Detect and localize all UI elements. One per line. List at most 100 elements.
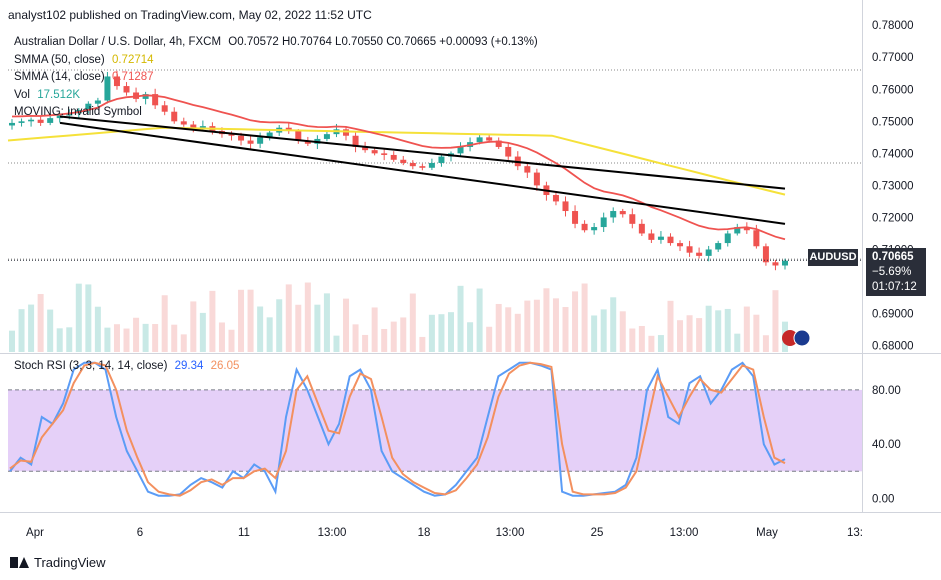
volume-bar [772, 290, 778, 352]
volume-bar [391, 322, 397, 352]
stoch-legend: Stoch RSI (3, 3, 14, 14, close) 29.34 26… [14, 360, 239, 372]
candle-body [19, 121, 25, 123]
candle-body [477, 137, 483, 142]
volume-bar [343, 299, 349, 352]
volume-bar [763, 335, 769, 352]
candle-body [400, 160, 406, 163]
candle-body [620, 211, 626, 214]
volume-bar [209, 291, 215, 352]
candle-body [505, 147, 511, 157]
volume-bar [696, 318, 702, 352]
candle-body [410, 163, 416, 166]
volume-bar [486, 327, 492, 352]
volume-bar [76, 284, 82, 352]
volume-bar [305, 283, 311, 352]
volume-bar [467, 322, 473, 352]
smma50-line [8, 128, 785, 195]
candle-body [524, 166, 530, 172]
price-tick-label: 0.75000 [872, 116, 914, 128]
price-tick-label: 0.76000 [872, 84, 914, 96]
volume-bar [133, 318, 139, 352]
candle-body [706, 249, 712, 255]
volume-bar [324, 293, 330, 352]
volume-bar [362, 335, 368, 352]
legend-smma50-label: SMMA (50, close) [14, 54, 105, 66]
volume-bar [610, 297, 616, 352]
candle-body [343, 129, 349, 135]
candle-body [563, 201, 569, 211]
volume-bar [629, 329, 635, 352]
time-tick-label: 25 [591, 527, 604, 539]
legend-smma14-value: 0.71287 [112, 71, 154, 83]
candle-body [763, 246, 769, 262]
time-tick-label: 13:00 [670, 527, 699, 539]
tradingview-logo-icon [10, 557, 28, 568]
candle-body [324, 134, 330, 139]
volume-bar [706, 306, 712, 352]
volume-bar [543, 288, 549, 352]
candle-body [248, 141, 254, 144]
candle-body [257, 137, 263, 143]
candle-body [582, 224, 588, 230]
volume-bar [143, 324, 149, 352]
volume-bar [648, 336, 654, 352]
stoch-tick-label: 0.00 [872, 493, 894, 505]
volume-bar [267, 317, 273, 352]
candle-body [610, 211, 616, 217]
stoch-label: Stoch RSI (3, 3, 14, 14, close) [14, 360, 167, 372]
time-tick-label: 18 [418, 527, 431, 539]
candle-body [419, 166, 425, 168]
volume-bar [381, 329, 387, 352]
candle-body [429, 163, 435, 168]
time-tick-label: 13:00 [496, 527, 525, 539]
volume-bar [181, 334, 187, 352]
volume-bar [734, 334, 740, 352]
volume-bar [276, 299, 282, 352]
candle-body [687, 246, 693, 252]
volume-bar [687, 315, 693, 352]
volume-bar [219, 322, 225, 352]
time-tick-label: Apr [26, 527, 44, 539]
price-tick-label: 0.77000 [872, 52, 914, 64]
candle-body [639, 224, 645, 234]
volume-bar [66, 327, 72, 352]
volume-bar [57, 328, 63, 352]
volume-bar [601, 309, 607, 352]
volume-bar [124, 329, 130, 352]
time-tick-label: May [756, 527, 778, 539]
candle-body [9, 123, 15, 126]
publisher-line: analyst102 published on TradingView.com,… [8, 8, 372, 22]
candle-body [725, 233, 731, 243]
volume-bar [582, 283, 588, 352]
volume-bar [667, 301, 673, 352]
volume-bar [448, 312, 454, 352]
candle-body [696, 253, 702, 256]
price-box-countdown: 01:07:12 [872, 280, 926, 295]
tradingview-logo[interactable]: TradingView [10, 555, 106, 570]
volume-bar [505, 307, 511, 352]
volume-bar [295, 305, 301, 352]
trend-line [60, 117, 785, 189]
volume-bar [410, 294, 416, 352]
volume-bar [419, 337, 425, 352]
volume-bar [534, 300, 540, 352]
volume-bar [677, 320, 683, 352]
stoch-band [8, 390, 862, 471]
legend-vol-label: Vol [14, 89, 30, 101]
legend-ohlc: O0.70572 H0.70764 L0.70550 C0.70665 +0.0… [228, 36, 537, 48]
volume-bar [286, 284, 292, 352]
candle-body [677, 243, 683, 246]
price-tick-label: 0.78000 [872, 20, 914, 32]
candle-body [715, 243, 721, 249]
legend-vol-value: 17.512K [37, 89, 80, 101]
volume-bar [496, 304, 502, 352]
candle-body [667, 237, 673, 243]
volume-bar [744, 307, 750, 352]
time-tick-label: 11 [238, 527, 250, 539]
price-box-change: −5.69% [872, 265, 926, 280]
tradingview-logo-text: TradingView [34, 555, 106, 570]
volume-bar [753, 315, 759, 352]
price-tick-label: 0.69000 [872, 309, 914, 321]
time-axis-border [0, 512, 941, 513]
price-box: 0.70665 −5.69% 01:07:12 [866, 248, 926, 296]
